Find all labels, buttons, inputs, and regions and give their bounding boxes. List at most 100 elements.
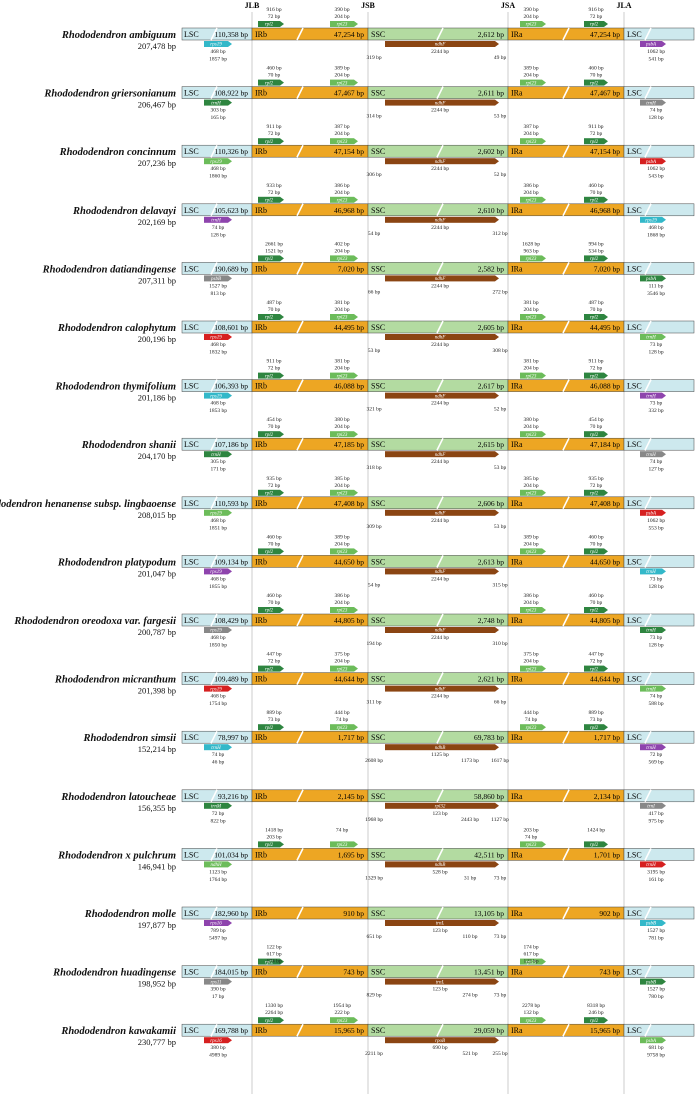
ssc-break <box>436 672 444 685</box>
irb-gene-1-annotation: 70 bp <box>268 307 281 313</box>
ira-gene-1-tip <box>542 138 546 145</box>
genome-size: 200,196 bp <box>138 334 176 344</box>
ssc-length: 13,451 bp <box>474 968 504 977</box>
species-name: Rhododendron shanii <box>81 440 176 451</box>
right-gene-tip <box>662 920 666 926</box>
right-gene <box>640 568 662 575</box>
right-gene-tip <box>662 685 666 692</box>
ira-gene-1-tip <box>542 196 546 203</box>
ssc-break <box>436 144 444 158</box>
left-gene-tip <box>228 275 232 282</box>
irb-gene-1-tip <box>280 958 284 965</box>
ssc-gene-annotation: 53 bp <box>494 524 507 530</box>
junction-label-jsb: JSB <box>361 1 375 10</box>
irb-gene-2-label: rpl23 <box>337 374 348 379</box>
lsc-break <box>210 848 218 861</box>
left-gene <box>204 41 228 47</box>
left-gene-annotation: 303 bp <box>210 108 225 114</box>
ssc-gene-annotation: 1617 bp <box>491 758 509 764</box>
irb-gene-2-annotation: 222 bp <box>334 1010 349 1016</box>
ira-label: IRa <box>511 675 523 684</box>
right-gene <box>640 802 662 809</box>
ssc-gene-tip <box>495 99 499 106</box>
ssc-gene-annotation: 110 bp <box>463 934 478 940</box>
irb-gene-2 <box>330 79 354 86</box>
irb-gene-2-annotation: 204 bp <box>334 483 349 489</box>
left-gene-label: rps16 <box>210 1039 222 1044</box>
irb-gene-1-annotation: 889 bp <box>266 710 281 716</box>
right-gene <box>640 509 662 516</box>
left-gene <box>204 509 228 516</box>
ira-gene-2-annotation: 534 bp <box>588 248 603 254</box>
ira-gene-2-annotation: 70 bp <box>590 600 603 606</box>
irb-gene-1-annotation: 933 bp <box>266 183 281 189</box>
ssc-gene-annotation: 53 bp <box>368 348 381 354</box>
irb-label: IRb <box>255 1026 267 1035</box>
right-gene-tip <box>662 509 666 516</box>
ira-gene-2-tip <box>604 21 608 27</box>
right-gene-annotation: 127 bp <box>648 467 663 473</box>
ssc-gene-annotation: 308 bp <box>492 348 507 354</box>
irb-length: 47,185 bp <box>334 440 364 449</box>
ssc-gene-annotation: 829 bp <box>366 993 381 999</box>
irb-gene-2-label: rpl23 <box>337 667 348 672</box>
right-gene <box>640 99 662 106</box>
ssc-gene <box>385 1037 495 1044</box>
irb-gene-2-tip <box>354 372 358 379</box>
ira-break <box>562 965 570 978</box>
ssc-gene-tip <box>495 978 499 985</box>
lsc-label: LSC <box>184 440 199 449</box>
ssc-gene-annotation: 2244 bp <box>431 225 449 231</box>
irb-gene-2 <box>330 314 354 320</box>
species-name: Rhododendron platypodum <box>57 557 176 568</box>
irb-gene-2-label: rpl23 <box>337 81 348 86</box>
lsc-region-right <box>623 437 695 451</box>
ira-gene-1-annotation: 444 bp <box>523 710 538 716</box>
ira-gene-2-annotation: 889 bp <box>588 710 603 716</box>
ira-gene-1 <box>520 372 542 379</box>
left-gene-tip <box>228 158 232 165</box>
ira-gene-1-label: rpl23 <box>526 843 537 848</box>
ira-gene-2-annotation: 72 bp <box>590 659 603 665</box>
left-gene-annotation: 1850 bp <box>209 643 227 649</box>
right-gene-annotation: 975 bp <box>648 818 663 824</box>
left-gene-tip <box>228 920 232 926</box>
ssc-label: SSC <box>371 499 385 508</box>
species-name: Rhododendron kawakamii <box>60 1026 176 1037</box>
ira-break <box>562 320 570 334</box>
irb-label: IRb <box>255 264 267 273</box>
lsc-label: LSC <box>184 323 199 332</box>
ssc-gene-annotation: 310 bp <box>492 641 507 647</box>
irb-gene-2 <box>330 21 354 27</box>
ssc-gene-annotation: 2244 bp <box>431 166 449 172</box>
irb-gene-1 <box>258 431 280 438</box>
ira-label: IRa <box>511 850 523 859</box>
ssc-break <box>436 203 444 217</box>
ira-length: 743 bp <box>599 968 620 977</box>
irb-gene-1-annotation: 1521 bp <box>265 248 283 254</box>
ssc-gene-annotation: 315 bp <box>492 582 507 588</box>
left-gene-annotation: 789 bp <box>210 928 225 934</box>
right-gene-tip <box>662 99 666 106</box>
ira-gene-1 <box>520 724 542 731</box>
right-gene-annotation: 1062 bp <box>647 518 665 524</box>
irb-gene-2 <box>330 372 354 379</box>
left-gene-tip <box>228 509 232 516</box>
right-gene-tip <box>662 568 666 575</box>
irb-length: 7,020 bp <box>338 264 365 273</box>
ssc-length: 58,860 bp <box>474 792 504 801</box>
lsc-label: LSC <box>184 1026 199 1035</box>
irb-gene-1-annotation: 203 bp <box>266 834 281 840</box>
irb-gene-1-annotation: 487 bp <box>266 300 281 306</box>
ira-gene-2-tip <box>604 489 608 496</box>
ira-label: IRa <box>511 792 523 801</box>
irb-gene-1-annotation: 70 bp <box>268 600 281 606</box>
ira-length: 47,184 bp <box>590 440 620 449</box>
ira-length: 7,020 bp <box>594 264 621 273</box>
ira-length: 47,467 bp <box>590 89 620 98</box>
right-gene-annotation: 1527 bp <box>647 987 665 993</box>
irb-gene-1-tip <box>280 548 284 555</box>
